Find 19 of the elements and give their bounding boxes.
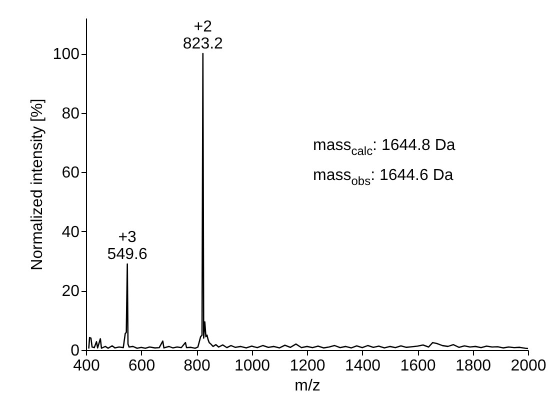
x-tick-label: 1800 bbox=[455, 358, 492, 374]
x-axis-title: m/z bbox=[294, 378, 320, 394]
y-tick-label: 40 bbox=[62, 224, 80, 241]
y-tick-label: 80 bbox=[62, 105, 80, 122]
x-tick-label: 1600 bbox=[400, 358, 436, 374]
annotation: +2 823.2 bbox=[182, 18, 224, 53]
annotation: +3 549.6 bbox=[107, 229, 148, 264]
x-tick-label: 600 bbox=[128, 358, 156, 374]
y-tick-label: 60 bbox=[62, 164, 80, 182]
y-tick-label: 20 bbox=[62, 283, 80, 300]
x-tick-label: 400 bbox=[73, 358, 100, 374]
x-tick-label: 1200 bbox=[290, 358, 326, 374]
y-tick-label: 0 bbox=[70, 342, 80, 360]
x-tick-label: 1400 bbox=[344, 358, 381, 374]
x-tick-label: 1000 bbox=[234, 358, 270, 374]
y-axis-title: Normalized intensity [%] bbox=[28, 98, 46, 270]
x-tick-label: 2000 bbox=[510, 358, 546, 374]
y-tick-label: 100 bbox=[52, 46, 80, 64]
x-tick-label: 800 bbox=[184, 358, 210, 374]
